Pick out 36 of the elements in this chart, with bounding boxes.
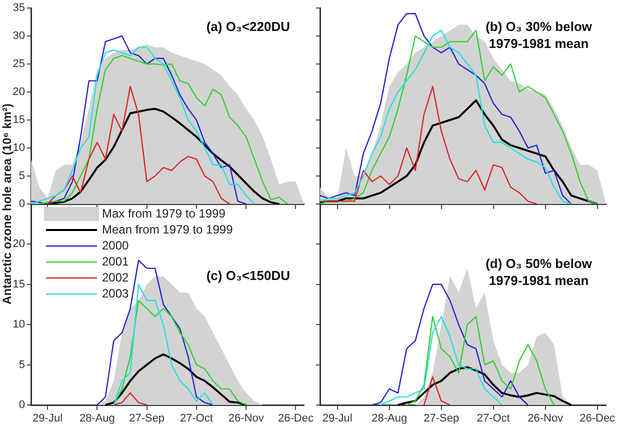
y-tick-label: 15 xyxy=(12,278,25,290)
x-tick-label: 26-Nov xyxy=(228,412,264,425)
text: (a) O₃<220DU xyxy=(206,19,290,34)
legend-label: 2003 xyxy=(102,286,130,300)
x-tick-label: 26-Dec xyxy=(580,412,616,425)
y-tick-label: 10 xyxy=(12,318,25,331)
x-tick-label: 26-Dec xyxy=(278,412,314,425)
x-tick-label: 29-Jul xyxy=(322,412,352,425)
legend-label: 2001 xyxy=(102,254,130,268)
x-tick-label: 29-Jul xyxy=(32,412,63,425)
legend-label: Max from 1979 to 1999 xyxy=(102,206,226,220)
y-tick-label: 20 xyxy=(12,238,25,250)
x-tick-label: 27-Oct xyxy=(476,412,510,425)
y-tick-label: 15 xyxy=(12,114,25,126)
y-axis-title: Antarctic ozone hole area (10⁶ km²) xyxy=(0,102,14,306)
legend-label: 2002 xyxy=(102,270,130,284)
x-tick-label: 26-Nov xyxy=(528,412,564,425)
y-tick-label: 10 xyxy=(12,142,25,154)
text: (c) O₃<150DU xyxy=(206,268,290,283)
x-tick-label: 28-Aug xyxy=(372,412,408,425)
x-tick-label: 28-Aug xyxy=(79,412,115,425)
text: (d) O₃ 50% below 1979-1981 mean xyxy=(486,256,593,288)
x-tick-label: 27-Oct xyxy=(180,412,213,425)
y-tick-label: 20 xyxy=(12,86,25,98)
y-tick-label: 0 xyxy=(18,198,25,210)
y-tick-label: 25 xyxy=(12,58,25,70)
x-tick-label: 27-Sep xyxy=(424,412,460,425)
text: (b) O₃ 30% below 1979-1981 mean xyxy=(486,19,593,52)
y-tick-label: 35 xyxy=(12,2,25,14)
y-tick-label: 5 xyxy=(18,170,25,182)
legend-label: 2000 xyxy=(102,238,130,252)
x-tick-label: 27-Sep xyxy=(129,412,165,425)
y-tick-label: 0 xyxy=(18,399,25,412)
y-tick-label: 5 xyxy=(18,358,25,371)
y-tick-label: 30 xyxy=(12,30,25,42)
legend-label: Mean from 1979 to 1999 xyxy=(102,222,234,236)
